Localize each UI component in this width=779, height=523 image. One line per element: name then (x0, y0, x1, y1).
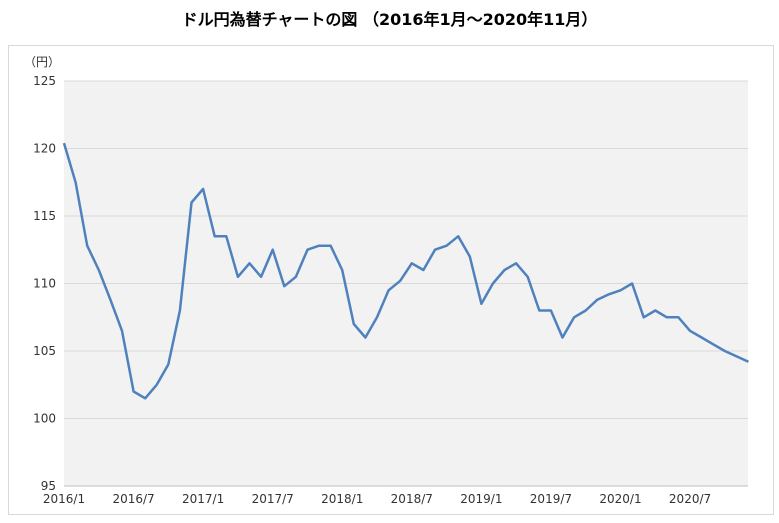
x-tick-label: 2019/7 (530, 492, 572, 506)
y-axis-unit-label: （円） (24, 55, 60, 69)
y-tick-label: 120 (33, 142, 56, 156)
x-tick-label: 2020/1 (599, 492, 641, 506)
gridlines (64, 80, 748, 487)
x-axis: 2016/1 2016/7 2017/1 2017/7 2018/1 2018/7 2019… (43, 492, 711, 506)
x-tick-label: 2018/7 (391, 492, 433, 506)
y-tick-label: 125 (33, 74, 56, 88)
y-tick-label: 105 (33, 344, 56, 358)
x-tick-label: 2016/7 (112, 492, 154, 506)
chart-frame (8, 45, 774, 515)
x-tick-label: 2017/7 (252, 492, 294, 506)
x-tick-label: 2018/1 (321, 492, 363, 506)
y-tick-label: 100 (33, 412, 56, 426)
y-tick-label: 110 (33, 277, 56, 291)
x-tick-label: 2020/7 (669, 492, 711, 506)
x-tick-label: 2016/1 (43, 492, 85, 506)
x-tick-label: 2017/1 (182, 492, 224, 506)
y-tick-label: 115 (33, 209, 56, 223)
y-axis: 95 100 105 110 115 120 125 (33, 74, 56, 493)
x-tick-label: 2019/1 (460, 492, 502, 506)
y-tick-label: 95 (41, 479, 56, 493)
series-line-usd-jpy (62, 142, 749, 400)
chart-title: ドル円為替チャートの図 （2016年1月～2020年11月） (181, 10, 598, 29)
